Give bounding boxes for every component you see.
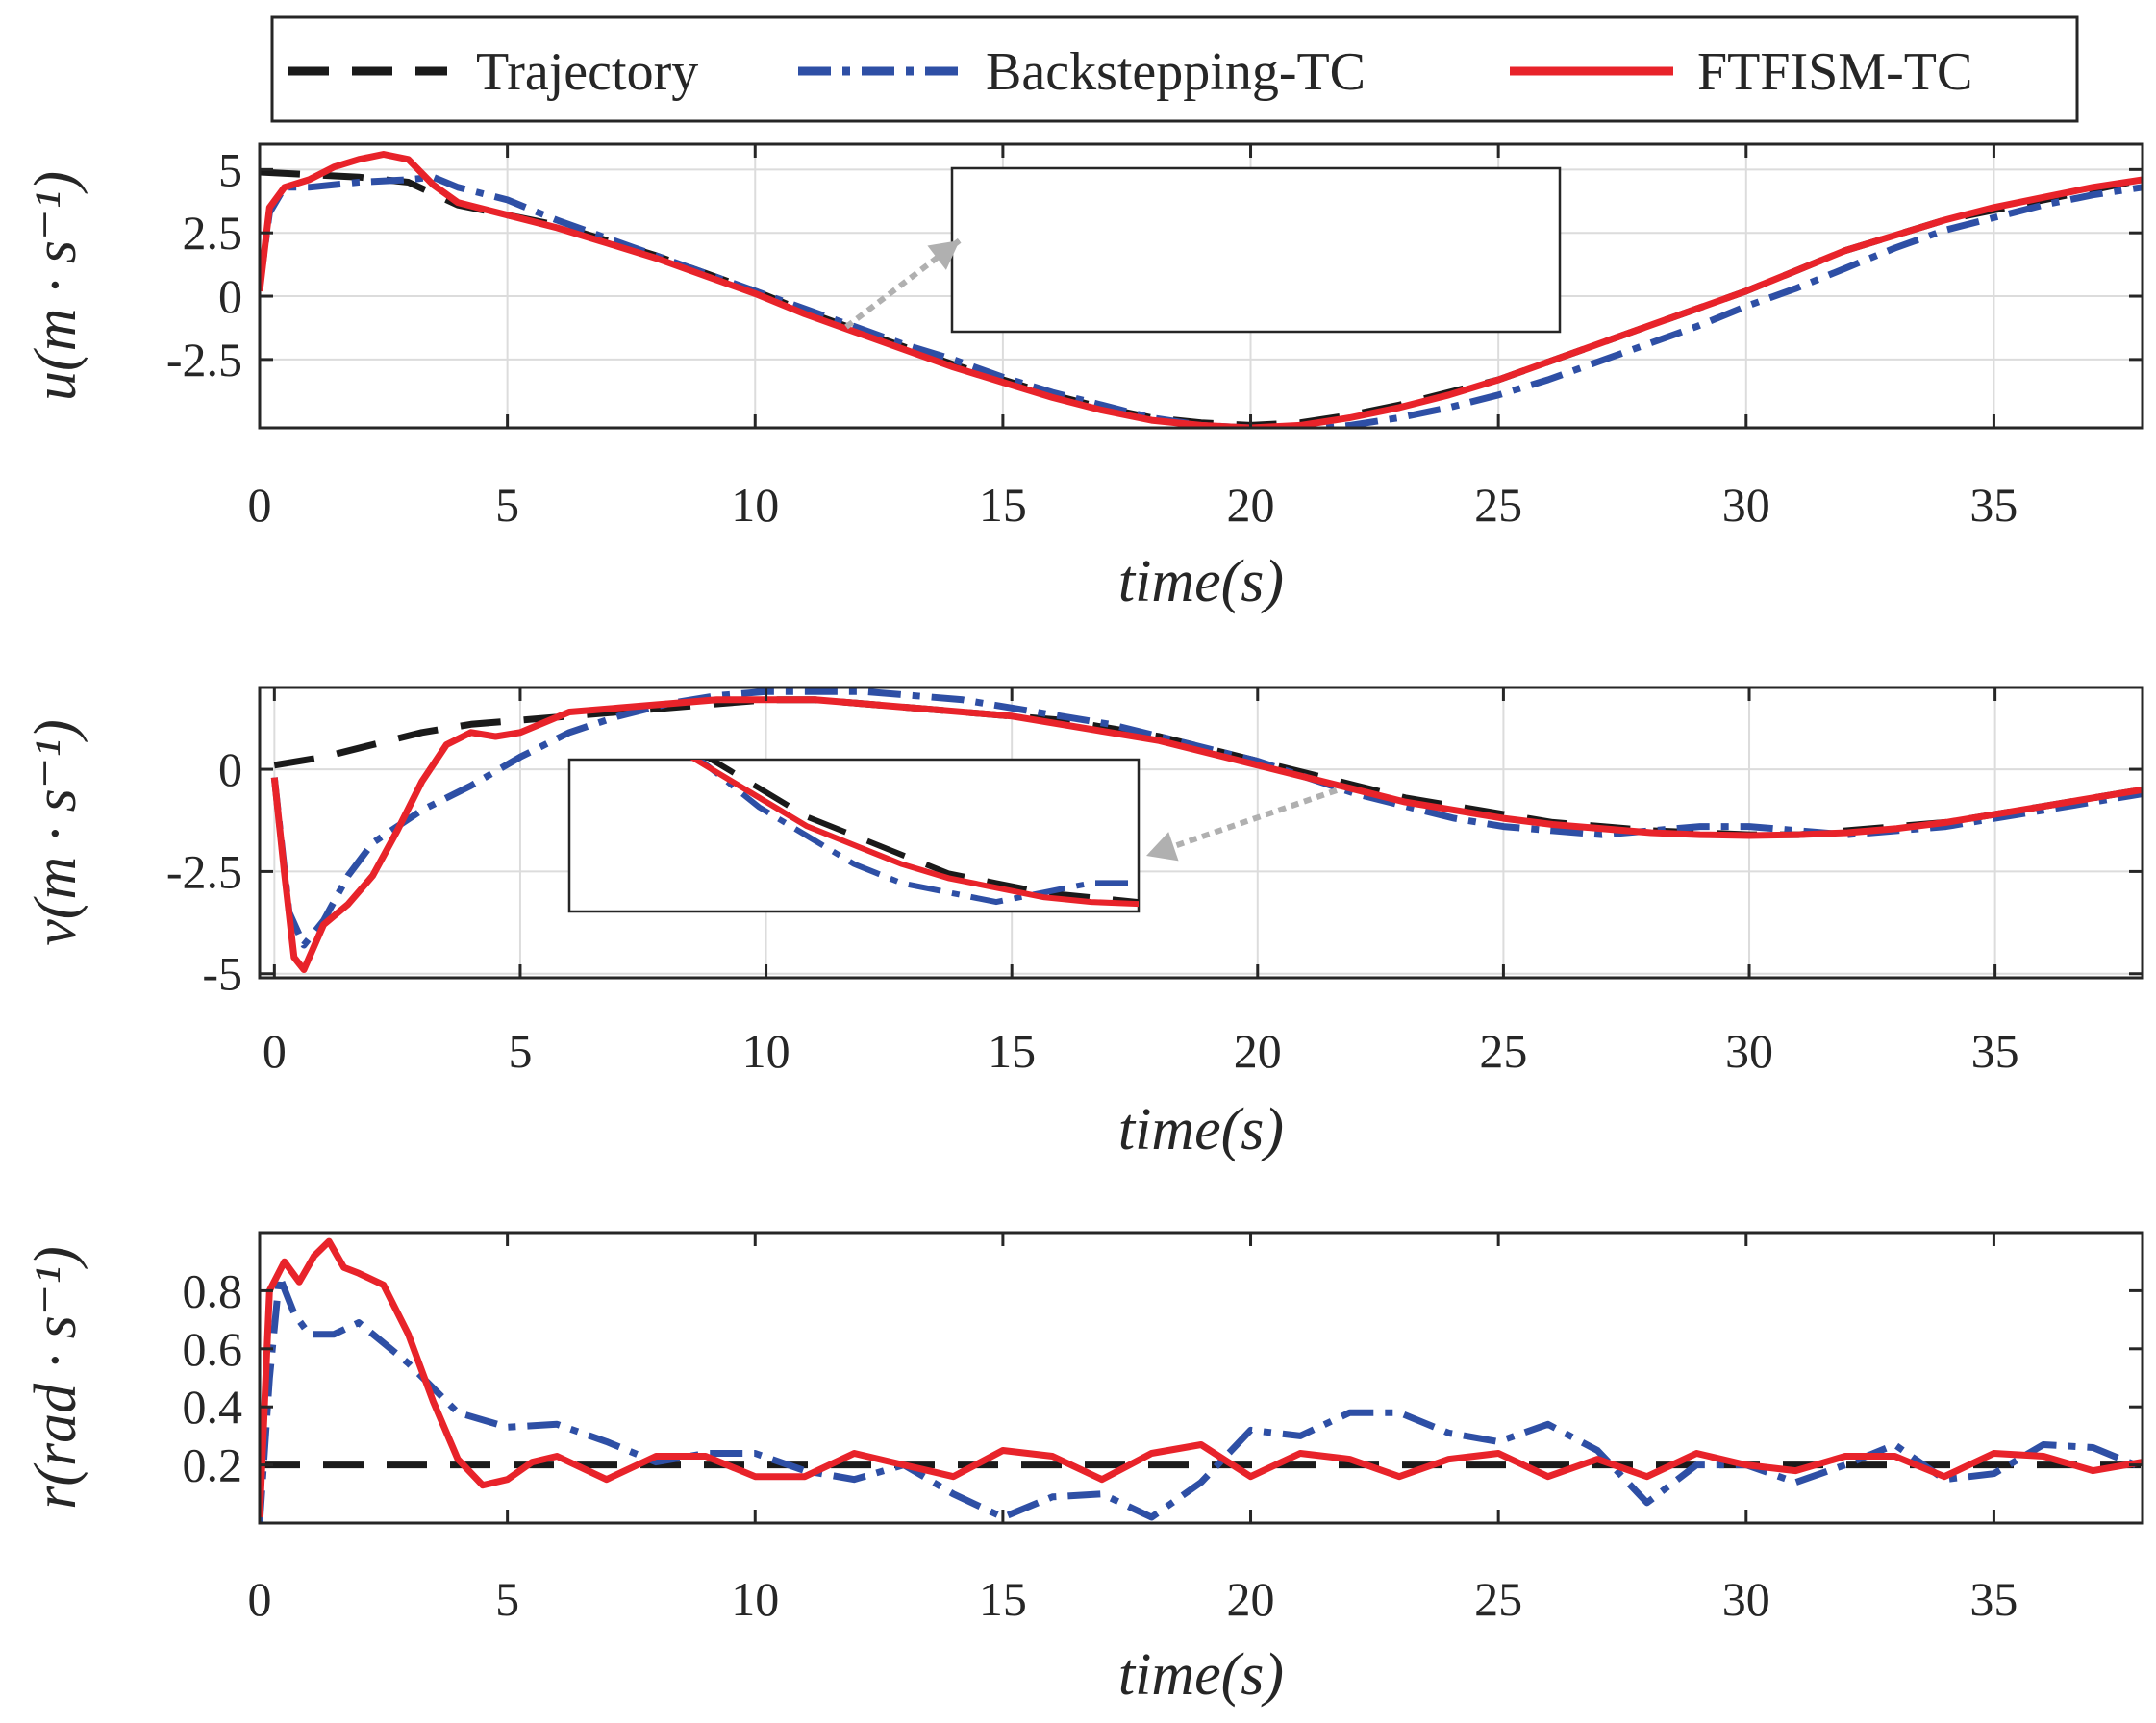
legend: Trajectory Backstepping-TC FTFISM-TC [270, 15, 2079, 123]
x-tick-label: 30 [1722, 1572, 1770, 1626]
panel-v: 0 5 10 15 20 25 30 35 -5 -2.5 0 time(s) v(m · s⁻¹) [23, 686, 2144, 1162]
inset-arrow-head-v [1146, 832, 1179, 862]
series-ftfism-tc-v [270, 696, 2143, 973]
panel-r: 0 5 10 15 20 25 30 35 0.20.40.60.8 time(s) r(rad ·… [23, 1231, 2144, 1708]
series-ftfism-tc-u [260, 151, 2143, 428]
panel-u: 0 5 10 15 20 25 30 35 -2.5 0 2.5 5 time(s) u(m · s⁻¹) [23, 142, 2144, 614]
y-tick-label: -5 [202, 947, 242, 1001]
legend-label-ftfism: FTFISM-TC [1697, 42, 1972, 102]
y-axis-label-r: r(rad · s⁻¹) [23, 1246, 88, 1510]
x-axis-label-v: time(s) [1118, 1097, 1284, 1162]
x-tick-label: 35 [1971, 1024, 2019, 1078]
x-tick-label: 35 [1969, 478, 2018, 532]
plot-area-r [260, 1233, 2143, 1523]
x-tick-label: 20 [1227, 1572, 1275, 1626]
y-tick-label: -2.5 [166, 844, 242, 898]
x-tick-label: 20 [1234, 1024, 1282, 1078]
x-tick-label: 10 [731, 1572, 779, 1626]
x-axis-label-u: time(s) [1118, 549, 1284, 614]
x-tick-label: 10 [731, 478, 779, 532]
y-tick-label: 0.2 [183, 1438, 243, 1492]
x-tick-label: 0 [248, 478, 272, 532]
y-axis-label-v: v(m · s⁻¹) [23, 719, 88, 946]
x-tick-label: 25 [1474, 478, 1522, 532]
y-tick-label: 0.4 [183, 1380, 243, 1434]
series-backstepping-tc-u [260, 173, 2143, 428]
y-tick-label: 0.6 [183, 1322, 243, 1376]
x-tick-label: 25 [1474, 1572, 1522, 1626]
legend-label-trajectory: Trajectory [476, 42, 698, 102]
y-tick-label: 0.8 [183, 1263, 243, 1317]
inset-arrow-u [844, 237, 962, 330]
axes-frame-v [258, 686, 2144, 980]
x-tick-label: 25 [1479, 1024, 1527, 1078]
y-tick-label: -2.5 [166, 333, 242, 387]
x-tick-label: 0 [248, 1572, 272, 1626]
inset-arrow-v [1145, 787, 1338, 859]
x-tick-label: 35 [1969, 1572, 2018, 1626]
x-tick-label: 30 [1725, 1024, 1773, 1078]
y-tick-label: 5 [218, 142, 242, 196]
y-tick-label: 0 [218, 742, 242, 796]
x-tick-label: 30 [1722, 478, 1770, 532]
inset-series-backstepping-tc-v [694, 760, 1139, 906]
inset-arrow-head-u [927, 240, 960, 270]
x-tick-label: 5 [495, 478, 519, 532]
x-tick-label: 0 [263, 1024, 287, 1078]
series-ftfism-tc-r [260, 1237, 2143, 1518]
inset-box-v [567, 758, 1141, 913]
x-tick-label: 20 [1227, 478, 1275, 532]
series-backstepping-tc-r [260, 1272, 2143, 1523]
x-tick-label: 15 [979, 478, 1027, 532]
x-tick-label: 15 [988, 1024, 1036, 1078]
legend-box [270, 15, 2079, 123]
x-tick-label: 5 [495, 1572, 519, 1626]
x-tick-label: 10 [742, 1024, 790, 1078]
y-axis-label-u: u(m · s⁻¹) [23, 171, 88, 401]
axes-frame-r [258, 1231, 2144, 1525]
x-axis-label-r: time(s) [1118, 1642, 1284, 1708]
legend-label-backstepping: Backstepping-TC [986, 42, 1366, 102]
x-tick-label: 5 [508, 1024, 532, 1078]
inset-box-u [950, 166, 1562, 334]
y-tick-label: 2.5 [183, 206, 243, 260]
x-tick-label: 15 [979, 1572, 1027, 1626]
y-tick-label: 0 [218, 269, 242, 323]
axes-frame-u [258, 142, 2144, 430]
inset-series-ftfism-tc-v [689, 760, 1139, 908]
